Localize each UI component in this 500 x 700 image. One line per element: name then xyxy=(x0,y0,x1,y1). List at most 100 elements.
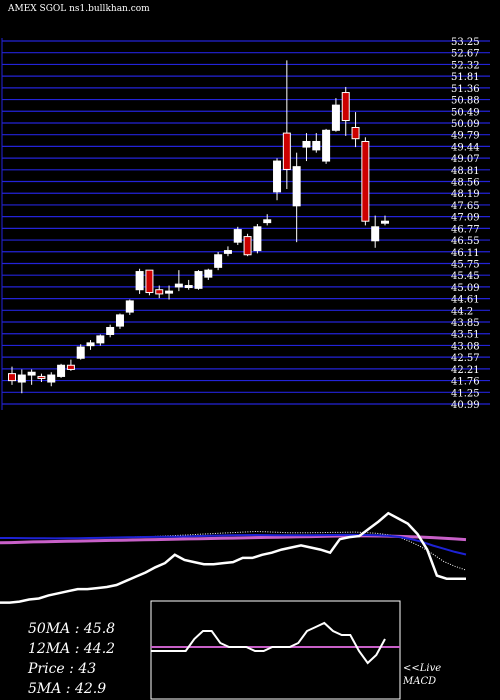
candle-body xyxy=(292,166,301,207)
price-tick-label: 47.09 xyxy=(451,213,480,224)
candle xyxy=(214,251,223,271)
candle xyxy=(96,334,105,346)
candle-body xyxy=(145,269,154,294)
ma-legend-item: 12MA : 44.2 xyxy=(28,641,115,657)
candle-body xyxy=(361,140,370,222)
candle-body xyxy=(165,290,174,294)
price-tick-label: 42.57 xyxy=(451,353,480,364)
candle-body xyxy=(312,140,321,151)
candle xyxy=(273,158,282,201)
candle xyxy=(8,366,16,385)
candle-body xyxy=(17,374,26,383)
macd-panel xyxy=(150,600,401,700)
ma-blue-line xyxy=(0,533,467,556)
candle-body xyxy=(194,271,203,289)
price-tick-label: 52.67 xyxy=(451,49,480,60)
candle xyxy=(243,233,252,257)
candle xyxy=(292,152,301,243)
candle-body xyxy=(57,364,66,377)
macd-lines xyxy=(151,621,400,665)
candle-body xyxy=(125,300,134,313)
candle-body xyxy=(135,271,144,291)
candle xyxy=(135,268,144,294)
candle-body xyxy=(322,129,331,162)
price-tick-label: 48.81 xyxy=(451,166,480,177)
candle xyxy=(76,344,85,360)
price-tick-label: 41.25 xyxy=(451,388,480,399)
candle-body xyxy=(27,371,36,376)
candle xyxy=(66,359,75,371)
ma-legend-item: Price : 43 xyxy=(27,661,96,677)
price-tick-label: 48.56 xyxy=(451,178,480,189)
candle xyxy=(312,133,321,153)
candle-body xyxy=(371,226,380,242)
candle-body xyxy=(263,219,272,224)
candle-body xyxy=(174,283,183,288)
price-tick-label: 46.77 xyxy=(451,224,480,235)
candle-body xyxy=(115,314,124,327)
candle-body xyxy=(8,373,16,382)
price-tick-label: 40.99 xyxy=(451,400,480,411)
price-tick-label: 41.76 xyxy=(451,377,480,388)
candle-body xyxy=(351,127,360,140)
candle-body xyxy=(76,346,85,359)
ma-legend-item: 50MA : 45.8 xyxy=(28,621,115,637)
candle-body xyxy=(233,229,242,243)
candle-body xyxy=(86,342,95,347)
price-tick-label: 50.49 xyxy=(451,107,480,118)
candle-body xyxy=(341,92,350,122)
price-axis-labels: 53.2552.6752.3251.8151.3650.8850.4950.09… xyxy=(451,37,480,411)
candle-body xyxy=(155,289,164,295)
candle xyxy=(204,268,213,280)
price-tick-label: 49.79 xyxy=(451,131,480,142)
price-tick-label: 43.08 xyxy=(451,341,480,352)
candle-body xyxy=(37,375,46,379)
ma-legend-item: 5MA : 42.9 xyxy=(28,681,106,697)
candle-body xyxy=(223,250,232,254)
price-tick-label: 47.65 xyxy=(451,201,480,212)
candle xyxy=(27,369,36,385)
price-tick-label: 50.09 xyxy=(451,119,480,130)
candle xyxy=(184,279,193,290)
price-tick-label: 46.11 xyxy=(451,248,480,259)
candle-body xyxy=(184,285,193,289)
price-line xyxy=(0,511,466,604)
price-tick-label: 42.21 xyxy=(451,365,480,376)
candle xyxy=(282,60,291,190)
candle xyxy=(17,369,26,394)
price-tick-label: 49.44 xyxy=(451,142,480,153)
candle xyxy=(223,246,232,257)
price-tick-label: 49.07 xyxy=(451,154,480,165)
candle xyxy=(57,363,66,378)
candle xyxy=(165,285,174,300)
candle xyxy=(253,224,262,254)
price-tick-label: 46.55 xyxy=(451,236,480,247)
candle xyxy=(125,299,134,315)
price-tick-label: 45.09 xyxy=(451,283,480,294)
indicator-panel xyxy=(0,511,467,604)
candle xyxy=(331,98,340,132)
candle-body xyxy=(253,226,262,252)
candle xyxy=(106,324,115,338)
price-tick-label: 48.19 xyxy=(451,189,480,200)
candle xyxy=(194,270,203,290)
candle xyxy=(47,372,56,387)
live-macd-text: <<Live xyxy=(403,663,441,674)
price-tick-label: 44.61 xyxy=(451,295,480,306)
candle xyxy=(115,313,124,329)
live-macd-text: MACD xyxy=(402,676,436,687)
candle xyxy=(351,112,360,148)
candle xyxy=(86,340,95,350)
price-tick-label: 45.45 xyxy=(451,271,480,282)
candle xyxy=(37,373,46,383)
price-tick-label: 43.85 xyxy=(451,318,480,329)
candle-body xyxy=(214,254,223,268)
candle xyxy=(263,214,272,226)
candle-body xyxy=(381,220,389,224)
price-tick-label: 53.25 xyxy=(451,37,480,48)
price-tick-label: 50.88 xyxy=(451,96,480,107)
candle-body xyxy=(106,326,115,335)
price-tick-label: 51.36 xyxy=(451,84,480,95)
